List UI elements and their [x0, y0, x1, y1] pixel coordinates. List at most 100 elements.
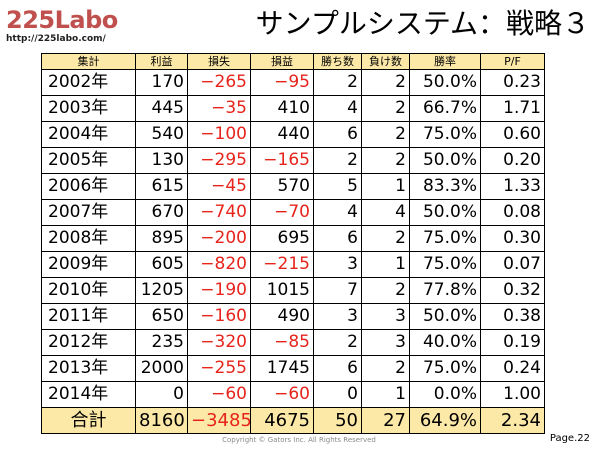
net-cell: −60: [250, 381, 314, 408]
table-row: 2011年 650 −160 490 3 3 50.0% 0.38: [41, 303, 545, 330]
page-number: Page.22: [549, 433, 590, 444]
header-cell-win-rate: 勝率: [409, 53, 481, 70]
losses-cell: 1: [361, 251, 410, 278]
profit-cell: 445: [135, 95, 188, 122]
table-row: 2002年 170 −265 −95 2 2 50.0% 0.23: [41, 69, 545, 96]
loss-cell: −740: [187, 199, 251, 226]
total-pf-cell: 2.34: [480, 407, 545, 434]
total-win-rate-cell: 64.9%: [409, 407, 481, 434]
total-row: 合計 8160 −3485 4675 50 27 64.9% 2.34: [41, 407, 545, 434]
total-wins-cell: 50: [313, 407, 362, 434]
win-rate-cell: 50.0%: [409, 147, 481, 174]
profit-cell: 895: [135, 225, 188, 252]
year-cell: 2011年: [41, 303, 136, 330]
wins-cell: 6: [313, 121, 362, 148]
header-cell-summary: 集計: [41, 53, 136, 70]
pf-cell: 0.19: [480, 329, 545, 356]
losses-cell: 2: [361, 277, 410, 304]
loss-cell: −200: [187, 225, 251, 252]
profit-cell: 650: [135, 303, 188, 330]
table-row: 2003年 445 −35 410 4 2 66.7% 1.71: [41, 95, 545, 122]
total-label-cell: 合計: [41, 407, 136, 434]
pf-cell: 0.38: [480, 303, 545, 330]
header-cell-loss: 損失: [187, 53, 251, 70]
profit-cell: 0: [135, 381, 188, 408]
logo-text: 225Labo: [6, 6, 118, 34]
results-table: 集計 利益 損失 損益 勝ち数 負け数 勝率 P/F 2002年 170 −26…: [41, 53, 545, 434]
net-cell: −165: [250, 147, 314, 174]
profit-cell: 170: [135, 69, 188, 96]
win-rate-cell: 50.0%: [409, 303, 481, 330]
wins-cell: 6: [313, 355, 362, 382]
year-cell: 2010年: [41, 277, 136, 304]
losses-cell: 2: [361, 355, 410, 382]
win-rate-cell: 77.8%: [409, 277, 481, 304]
header-row: 集計 利益 損失 損益 勝ち数 負け数 勝率 P/F: [41, 53, 545, 70]
wins-cell: 6: [313, 225, 362, 252]
pf-cell: 0.08: [480, 199, 545, 226]
table-row: 2013年 2000 −255 1745 6 2 75.0% 0.24: [41, 355, 545, 382]
loss-cell: −60: [187, 381, 251, 408]
loss-cell: −255: [187, 355, 251, 382]
profit-cell: 235: [135, 329, 188, 356]
year-cell: 2009年: [41, 251, 136, 278]
losses-cell: 2: [361, 121, 410, 148]
losses-cell: 2: [361, 225, 410, 252]
win-rate-cell: 0.0%: [409, 381, 481, 408]
losses-cell: 3: [361, 303, 410, 330]
pf-cell: 1.33: [480, 173, 545, 200]
loss-cell: −45: [187, 173, 251, 200]
year-cell: 2004年: [41, 121, 136, 148]
loss-cell: −265: [187, 69, 251, 96]
table-row: 2006年 615 −45 570 5 1 83.3% 1.33: [41, 173, 545, 200]
net-cell: 410: [250, 95, 314, 122]
win-rate-cell: 75.0%: [409, 121, 481, 148]
pf-cell: 1.71: [480, 95, 545, 122]
loss-cell: −35: [187, 95, 251, 122]
net-cell: 570: [250, 173, 314, 200]
total-losses-cell: 27: [361, 407, 410, 434]
wins-cell: 2: [313, 147, 362, 174]
year-cell: 2008年: [41, 225, 136, 252]
wins-cell: 3: [313, 303, 362, 330]
net-cell: −85: [250, 329, 314, 356]
header-cell-wins: 勝ち数: [313, 53, 362, 70]
table-row: 2005年 130 −295 −165 2 2 50.0% 0.20: [41, 147, 545, 174]
wins-cell: 2: [313, 69, 362, 96]
win-rate-cell: 75.0%: [409, 355, 481, 382]
table-row: 2009年 605 −820 −215 3 1 75.0% 0.07: [41, 251, 545, 278]
year-cell: 2007年: [41, 199, 136, 226]
year-cell: 2006年: [41, 173, 136, 200]
year-cell: 2005年: [41, 147, 136, 174]
win-rate-cell: 66.7%: [409, 95, 481, 122]
header-cell-profit: 利益: [135, 53, 188, 70]
wins-cell: 2: [313, 329, 362, 356]
pf-cell: 0.23: [480, 69, 545, 96]
losses-cell: 3: [361, 329, 410, 356]
copyright-notice: Copyright © Gators Inc. All Rights Reser…: [222, 436, 376, 444]
pf-cell: 0.20: [480, 147, 545, 174]
table-row: 2004年 540 −100 440 6 2 75.0% 0.60: [41, 121, 545, 148]
pf-cell: 1.00: [480, 381, 545, 408]
slide-title: サンプルシステム：戦略３: [255, 7, 590, 40]
losses-cell: 2: [361, 69, 410, 96]
net-cell: 1745: [250, 355, 314, 382]
wins-cell: 4: [313, 95, 362, 122]
wins-cell: 4: [313, 199, 362, 226]
profit-cell: 2000: [135, 355, 188, 382]
year-cell: 2013年: [41, 355, 136, 382]
pf-cell: 0.32: [480, 277, 545, 304]
header-cell-pf: P/F: [480, 53, 545, 70]
wins-cell: 5: [313, 173, 362, 200]
net-cell: −215: [250, 251, 314, 278]
loss-cell: −320: [187, 329, 251, 356]
net-cell: −70: [250, 199, 314, 226]
losses-cell: 1: [361, 381, 410, 408]
loss-cell: −190: [187, 277, 251, 304]
table-row: 2007年 670 −740 −70 4 4 50.0% 0.08: [41, 199, 545, 226]
header-cell-net: 損益: [250, 53, 314, 70]
net-cell: 490: [250, 303, 314, 330]
profit-cell: 1205: [135, 277, 188, 304]
site-logo: 225Labo http://225labo.com/: [6, 6, 118, 44]
net-cell: 1015: [250, 277, 314, 304]
